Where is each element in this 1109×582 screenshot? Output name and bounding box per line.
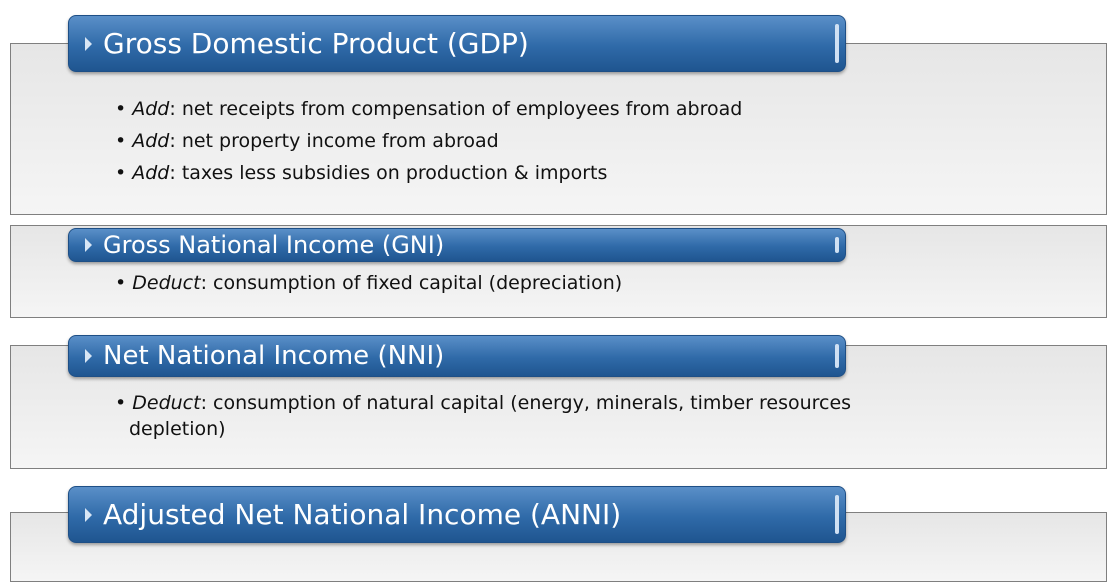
bullet-item: • Add: net property income from abroad	[115, 130, 499, 152]
section-title: Gross National Income (GNI)	[68, 228, 846, 262]
bullet-item: • Add: taxes less subsidies on productio…	[115, 162, 608, 184]
item-label: Add	[132, 130, 170, 152]
item-label: Deduct	[132, 272, 201, 294]
bullet-item: • Deduct: consumption of fixed capital (…	[115, 272, 623, 294]
item-label: Add	[132, 98, 170, 120]
item-label: Deduct	[132, 392, 201, 414]
section-title: Adjusted Net National Income (ANNI)	[68, 486, 846, 543]
section-title: Gross Domestic Product (GDP)	[68, 15, 846, 72]
item-text: : consumption of fixed capital (deprecia…	[200, 272, 623, 294]
bullet-item: • Deduct: consumption of natural capital…	[115, 392, 852, 440]
bullet-item: • Add: net receipts from compensation of…	[115, 98, 743, 120]
item-text: : net property income from abroad	[169, 130, 499, 152]
item-text: : taxes less subsidies on production & i…	[169, 162, 608, 184]
item-text: : consumption of natural capital (energy…	[129, 392, 852, 440]
item-text: : net receipts from compensation of empl…	[169, 98, 743, 120]
section-title: Net National Income (NNI)	[68, 335, 846, 377]
item-label: Add	[132, 162, 170, 184]
page: • Add: net receipts from compensation of…	[10, 15, 1107, 582]
